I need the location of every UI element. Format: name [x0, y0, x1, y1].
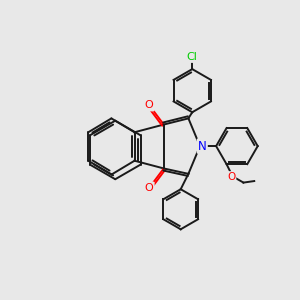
Text: N: N — [198, 140, 207, 153]
Text: O: O — [145, 100, 154, 110]
Text: O: O — [227, 172, 235, 182]
Text: Cl: Cl — [187, 52, 198, 62]
Text: O: O — [145, 183, 154, 193]
